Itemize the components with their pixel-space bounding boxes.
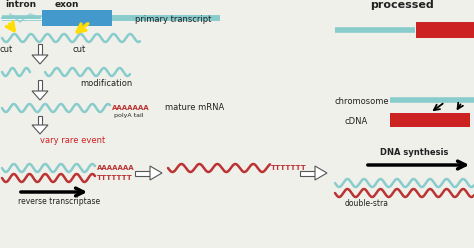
Text: primary transcript: primary transcript (135, 15, 211, 24)
Text: AAAAAAA: AAAAAAA (97, 165, 135, 171)
Text: TTTTTTT: TTTTTTT (97, 175, 133, 181)
Bar (390, 113, 470, 127)
Polygon shape (32, 125, 48, 134)
Text: polyA tail: polyA tail (114, 113, 144, 118)
Polygon shape (135, 171, 150, 176)
Text: processed: processed (370, 0, 434, 10)
Text: mature mRNA: mature mRNA (165, 103, 224, 112)
Polygon shape (32, 55, 48, 64)
Polygon shape (38, 116, 42, 125)
Text: cDNA: cDNA (345, 117, 368, 126)
Text: exon: exon (55, 0, 80, 9)
Polygon shape (300, 171, 315, 176)
Polygon shape (150, 166, 162, 180)
Polygon shape (38, 44, 42, 55)
Bar (42, 10, 112, 26)
Text: chromosome: chromosome (335, 97, 390, 106)
Text: reverse transcriptase: reverse transcriptase (18, 197, 100, 206)
Text: AAAAAAA: AAAAAAA (112, 105, 150, 111)
Bar (416, 22, 474, 38)
Text: double-stra: double-stra (345, 199, 389, 208)
Polygon shape (32, 91, 48, 100)
Polygon shape (38, 80, 42, 91)
Text: cut: cut (0, 45, 13, 54)
Text: modification: modification (80, 79, 132, 88)
Text: cut: cut (73, 45, 86, 54)
Text: TTTTTTT: TTTTTTT (271, 165, 307, 171)
Text: vary rare event: vary rare event (40, 136, 105, 145)
Polygon shape (315, 166, 327, 180)
Text: DNA synthesis: DNA synthesis (380, 148, 448, 157)
Text: intron: intron (5, 0, 36, 9)
